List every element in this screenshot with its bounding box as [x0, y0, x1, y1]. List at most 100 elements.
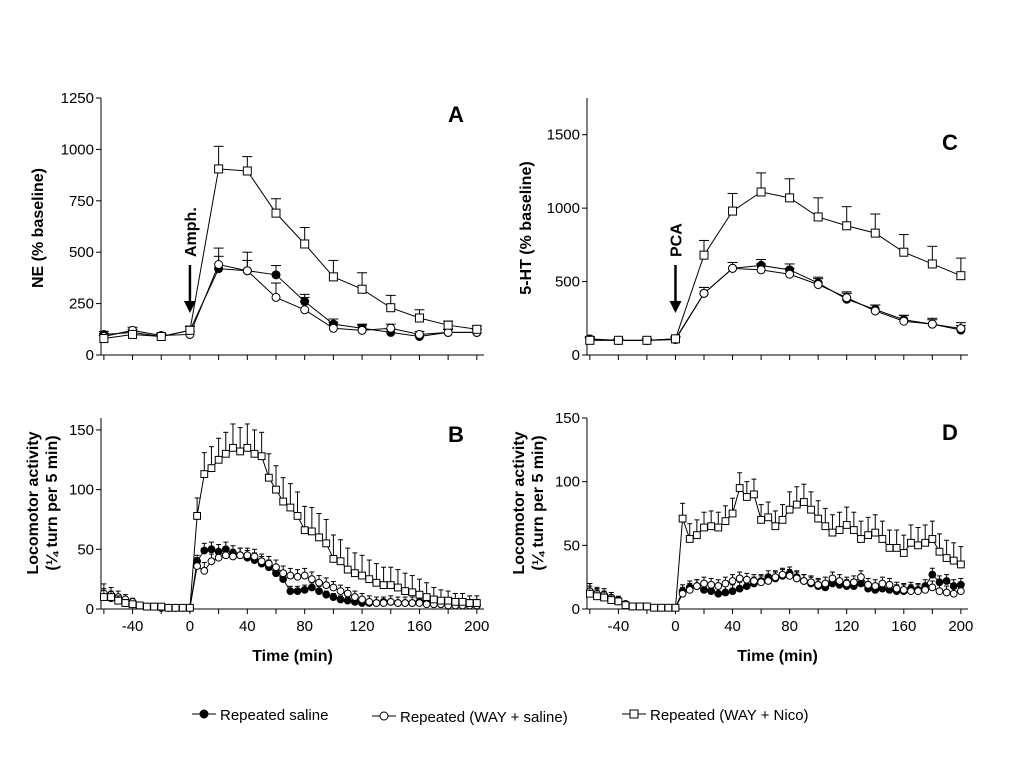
data-point: [750, 577, 758, 585]
data-point: [272, 485, 280, 494]
x-tick-label: 80: [781, 618, 798, 635]
y-tick-label: 1000: [61, 141, 94, 158]
data-point: [928, 583, 937, 592]
data-point: [408, 599, 417, 607]
data-point: [735, 584, 744, 593]
x-tick-label: 200: [464, 618, 489, 635]
data-point: [785, 193, 795, 203]
y-tick-label: 1500: [547, 127, 580, 144]
series-line: [589, 267, 961, 341]
data-point: [357, 325, 367, 335]
data-point: [414, 313, 424, 323]
y-tick-label: 1000: [547, 200, 580, 217]
panel-letter: C: [942, 130, 958, 155]
data-point: [721, 579, 730, 588]
data-point: [807, 578, 815, 587]
data-point: [756, 265, 766, 275]
data-point: [714, 589, 723, 598]
data-point: [728, 263, 738, 273]
data-point: [135, 601, 144, 610]
data-point: [828, 528, 837, 537]
series-repeated-way-nico: [98, 145, 482, 344]
data-point: [372, 599, 381, 607]
data-point: [692, 582, 701, 590]
data-point: [293, 572, 302, 581]
data-point: [300, 571, 309, 580]
legend: Repeated saline Repeated (WAY + saline) …: [192, 707, 809, 726]
data-point: [849, 578, 858, 587]
data-point: [293, 511, 302, 520]
data-point: [358, 571, 366, 580]
annotation-arrow-head: [669, 301, 682, 313]
data-point: [379, 581, 388, 590]
data-point: [401, 587, 410, 595]
data-point: [322, 581, 331, 590]
y-tick-label: 0: [86, 601, 94, 618]
data-point: [728, 206, 738, 216]
panel-letter: A: [448, 102, 464, 127]
data-point: [336, 587, 345, 595]
data-point: [243, 443, 252, 452]
data-point: [935, 547, 944, 556]
data-point: [699, 288, 709, 298]
x-axis-label: Time (min): [737, 648, 818, 665]
legend-item-repeated-saline: Repeated saline: [192, 707, 328, 724]
data-point: [250, 449, 259, 458]
data-point: [343, 565, 352, 574]
data-point: [956, 587, 965, 596]
data-point: [907, 538, 915, 547]
data-point: [821, 579, 830, 588]
data-point: [700, 579, 708, 588]
data-point: [778, 570, 787, 579]
y-tick-label: 150: [69, 422, 94, 439]
y-tick-label: 500: [555, 274, 580, 291]
data-point: [799, 498, 808, 506]
legend-label: Repeated (WAY + Nico): [650, 707, 809, 724]
data-point: [307, 575, 316, 584]
data-point: [871, 582, 880, 590]
data-point: [329, 583, 338, 592]
data-point: [156, 331, 166, 341]
data-point: [728, 577, 737, 585]
x-tick-label: 0: [671, 618, 679, 635]
data-point: [472, 324, 482, 334]
data-point: [164, 603, 173, 612]
y-tick-label: 750: [69, 193, 94, 210]
data-point: [892, 584, 901, 593]
x-tick-label: 40: [724, 618, 741, 635]
data-point: [372, 578, 381, 587]
data-point: [835, 526, 844, 534]
legend-item-repeated-way-nico: Repeated (WAY + Nico): [622, 707, 809, 724]
x-tick-label: 160: [891, 618, 916, 635]
data-point: [465, 599, 474, 607]
data-point: [394, 599, 402, 607]
data-point: [300, 586, 309, 594]
data-point: [408, 588, 417, 597]
data-point: [821, 522, 830, 531]
data-point: [614, 597, 623, 606]
data-point: [764, 577, 773, 585]
data-point: [178, 603, 187, 612]
data-point: [386, 303, 396, 313]
data-point: [250, 552, 259, 561]
series-repeated-way-nico: [585, 472, 965, 612]
data-point: [785, 571, 794, 580]
data-point: [336, 595, 345, 604]
data-point: [742, 582, 751, 590]
data-point: [472, 599, 481, 607]
data-point: [221, 449, 230, 458]
data-point: [828, 574, 837, 583]
annotation-label: Amph.: [183, 207, 200, 257]
data-point: [892, 543, 901, 552]
data-point: [214, 455, 223, 464]
data-point: [670, 334, 680, 344]
series-line: [589, 264, 961, 341]
data-point: [728, 509, 737, 518]
data-point: [386, 597, 395, 606]
data-point: [429, 595, 438, 604]
data-point: [343, 596, 352, 605]
y-tick-label: 0: [572, 347, 580, 364]
data-point: [185, 325, 195, 335]
data-point: [814, 580, 823, 589]
data-point: [685, 586, 694, 594]
